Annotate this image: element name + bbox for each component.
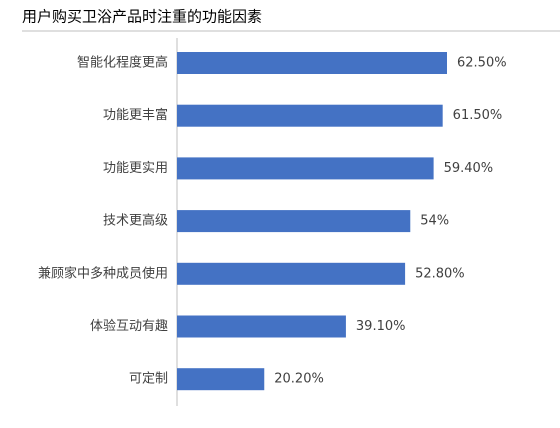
- value-label: 59.40%: [444, 161, 494, 176]
- bar: [177, 104, 443, 127]
- value-label: 54%: [420, 214, 449, 229]
- bar: [177, 157, 434, 180]
- value-label: 62.50%: [457, 56, 507, 71]
- value-label: 39.10%: [356, 319, 406, 334]
- category-label: 功能更丰富: [103, 107, 168, 123]
- bar: [177, 210, 411, 233]
- value-label: 61.50%: [453, 108, 503, 123]
- category-label: 体验互动有趣: [90, 318, 168, 334]
- value-label: 20.20%: [274, 372, 324, 387]
- category-label: 智能化程度更高: [77, 55, 168, 71]
- category-label: 可定制: [129, 372, 168, 387]
- category-label: 功能更实用: [103, 161, 168, 176]
- category-label: 兼顾家中多种成员使用: [38, 265, 168, 281]
- bar: [177, 262, 406, 285]
- value-label: 52.80%: [415, 266, 465, 281]
- chart-title: 用户购买卫浴产品时注重的功能因素: [22, 8, 262, 26]
- category-label: 技术更高级: [103, 213, 168, 229]
- bar: [177, 52, 447, 74]
- bar: [177, 315, 346, 338]
- bar: [177, 368, 265, 391]
